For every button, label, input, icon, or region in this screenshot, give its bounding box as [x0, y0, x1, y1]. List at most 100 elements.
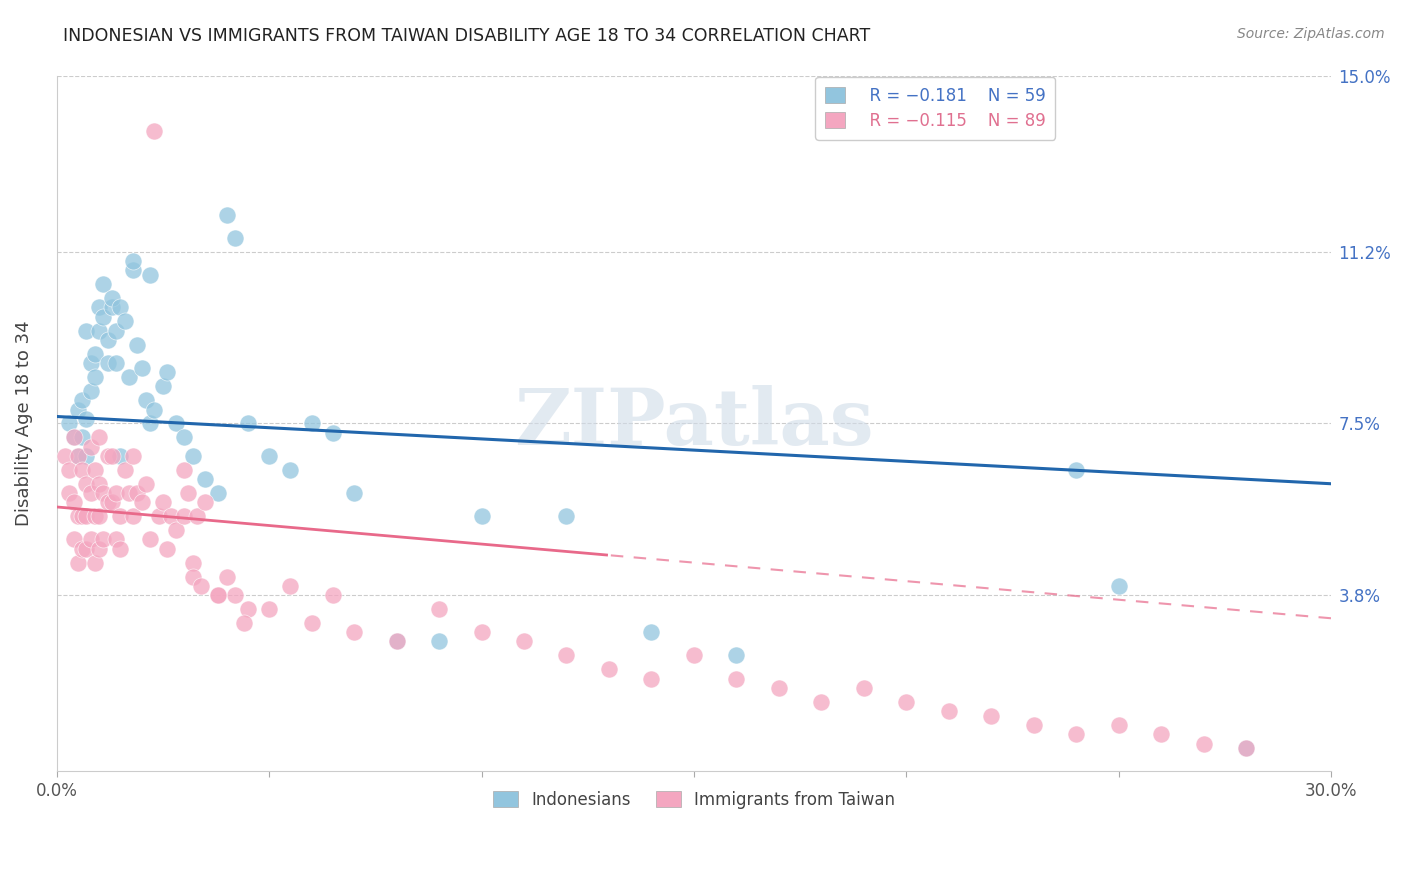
Point	[177, 486, 200, 500]
Point	[640, 625, 662, 640]
Point	[165, 417, 187, 431]
Point	[278, 579, 301, 593]
Point	[105, 356, 128, 370]
Text: Source: ZipAtlas.com: Source: ZipAtlas.com	[1237, 27, 1385, 41]
Point	[97, 333, 120, 347]
Point	[1108, 718, 1130, 732]
Point	[207, 486, 229, 500]
Point	[385, 634, 408, 648]
Point	[114, 463, 136, 477]
Point	[93, 277, 115, 292]
Point	[156, 366, 179, 380]
Point	[66, 509, 89, 524]
Point	[66, 402, 89, 417]
Point	[93, 486, 115, 500]
Point	[58, 463, 80, 477]
Point	[114, 314, 136, 328]
Point	[1234, 741, 1257, 756]
Point	[207, 588, 229, 602]
Point	[224, 231, 246, 245]
Point	[385, 634, 408, 648]
Point	[980, 708, 1002, 723]
Point	[683, 648, 706, 663]
Point	[725, 672, 748, 686]
Point	[105, 486, 128, 500]
Point	[555, 509, 578, 524]
Point	[301, 417, 323, 431]
Point	[173, 509, 195, 524]
Point	[555, 648, 578, 663]
Point	[896, 695, 918, 709]
Point	[87, 324, 110, 338]
Point	[101, 301, 124, 315]
Point	[470, 509, 492, 524]
Point	[97, 356, 120, 370]
Point	[79, 533, 101, 547]
Point	[110, 541, 132, 556]
Point	[110, 301, 132, 315]
Point	[232, 615, 254, 630]
Point	[224, 588, 246, 602]
Point	[110, 449, 132, 463]
Point	[127, 486, 149, 500]
Point	[470, 625, 492, 640]
Legend: Indonesians, Immigrants from Taiwan: Indonesians, Immigrants from Taiwan	[486, 784, 901, 815]
Point	[101, 495, 124, 509]
Point	[598, 662, 620, 676]
Point	[139, 268, 162, 282]
Point	[83, 556, 105, 570]
Point	[53, 449, 76, 463]
Point	[122, 509, 145, 524]
Y-axis label: Disability Age 18 to 34: Disability Age 18 to 34	[15, 320, 32, 526]
Point	[181, 556, 204, 570]
Point	[768, 681, 790, 695]
Point	[236, 602, 259, 616]
Point	[810, 695, 832, 709]
Point	[194, 495, 217, 509]
Point	[181, 449, 204, 463]
Point	[427, 634, 450, 648]
Point	[87, 301, 110, 315]
Point	[79, 384, 101, 398]
Point	[1108, 579, 1130, 593]
Point	[160, 509, 183, 524]
Point	[70, 430, 93, 444]
Point	[83, 347, 105, 361]
Point	[186, 509, 208, 524]
Point	[79, 440, 101, 454]
Point	[75, 412, 97, 426]
Point	[236, 417, 259, 431]
Point	[62, 430, 84, 444]
Point	[301, 615, 323, 630]
Point	[70, 463, 93, 477]
Point	[194, 472, 217, 486]
Point	[75, 449, 97, 463]
Point	[62, 430, 84, 444]
Point	[66, 449, 89, 463]
Point	[513, 634, 536, 648]
Point	[97, 495, 120, 509]
Point	[640, 672, 662, 686]
Point	[257, 602, 280, 616]
Point	[66, 556, 89, 570]
Point	[135, 393, 157, 408]
Point	[101, 449, 124, 463]
Point	[181, 569, 204, 583]
Point	[1066, 463, 1088, 477]
Point	[938, 704, 960, 718]
Point	[152, 495, 174, 509]
Point	[75, 324, 97, 338]
Point	[87, 476, 110, 491]
Point	[139, 533, 162, 547]
Point	[173, 430, 195, 444]
Point	[1234, 741, 1257, 756]
Point	[143, 402, 166, 417]
Point	[139, 417, 162, 431]
Point	[79, 486, 101, 500]
Point	[127, 337, 149, 351]
Point	[93, 310, 115, 324]
Point	[165, 523, 187, 537]
Point	[87, 541, 110, 556]
Point	[215, 208, 238, 222]
Point	[122, 263, 145, 277]
